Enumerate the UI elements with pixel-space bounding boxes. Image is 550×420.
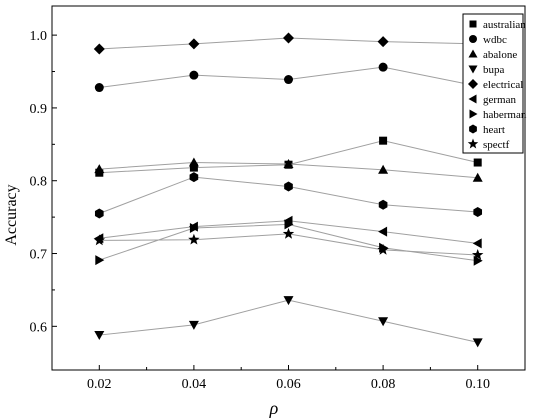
x-tick-label: 0.06 xyxy=(276,377,301,392)
data-point-abalone xyxy=(283,158,294,168)
data-point-spectf xyxy=(93,234,106,246)
series-line-bupa xyxy=(99,299,478,343)
data-point-electrical xyxy=(283,32,294,44)
series-electrical xyxy=(93,32,484,55)
y-tick-label: 1.0 xyxy=(30,29,48,44)
data-point-haberman xyxy=(284,219,294,230)
legend-label-wdbc: wdbc xyxy=(483,34,507,46)
data-point-bupa xyxy=(188,320,199,330)
legend-marker-abalone xyxy=(468,49,478,58)
data-point-wdbc xyxy=(378,62,388,72)
x-tick-label: 0.02 xyxy=(87,377,112,392)
y-tick-label: 0.6 xyxy=(30,320,48,335)
legend-label-heart: heart xyxy=(483,124,505,136)
legend-item-german: german xyxy=(468,94,516,106)
data-point-electrical xyxy=(188,38,200,50)
legend-item-heart: heart xyxy=(469,124,505,136)
data-point-haberman xyxy=(189,223,199,234)
data-point-spectf xyxy=(282,227,295,239)
legend-item-australian: australian xyxy=(469,19,526,31)
x-tick-label: 0.04 xyxy=(182,377,207,392)
series-bupa xyxy=(94,296,483,348)
y-tick-label: 0.8 xyxy=(30,175,48,190)
series-spectf xyxy=(93,227,484,260)
series-line-spectf xyxy=(99,233,478,256)
legend-label-bupa: bupa xyxy=(483,64,505,76)
data-point-haberman xyxy=(95,255,105,266)
data-point-abalone xyxy=(472,172,483,182)
legend: australian wdbc abalone bupa electrical germa… xyxy=(462,13,527,154)
legend-item-bupa: bupa xyxy=(468,64,505,76)
series-layer xyxy=(93,32,484,348)
data-point-abalone xyxy=(188,157,199,167)
data-point-electrical xyxy=(93,43,105,55)
series-abalone xyxy=(94,157,483,182)
data-point-heart xyxy=(473,207,483,218)
legend-marker-wdbc xyxy=(469,35,477,43)
data-point-spectf xyxy=(471,248,484,260)
y-tick-label: 0.9 xyxy=(30,102,48,117)
data-point-wdbc xyxy=(189,70,199,80)
legend-marker-electrical xyxy=(468,79,478,89)
legend-marker-australian xyxy=(469,20,477,28)
y-tick-label: 0.7 xyxy=(30,248,48,263)
data-point-abalone xyxy=(94,164,105,174)
data-point-heart xyxy=(284,181,293,192)
data-point-australian xyxy=(189,163,198,172)
data-point-bupa xyxy=(472,338,483,348)
x-axis: 0.02 0.04 0.06 0.08 0.10 xyxy=(51,365,526,392)
legend-label-electrical: electrical xyxy=(483,79,523,91)
data-point-bupa xyxy=(94,331,105,341)
legend-item-haberman: haberman xyxy=(469,109,527,121)
data-point-bupa xyxy=(283,296,294,306)
legend-marker-heart xyxy=(469,124,477,134)
x-tick-label: 0.08 xyxy=(371,377,396,392)
data-point-heart xyxy=(94,208,104,219)
legend-label-haberman: haberman xyxy=(483,109,527,121)
data-point-australian xyxy=(473,158,482,167)
legend-marker-bupa xyxy=(468,65,478,74)
legend-item-abalone: abalone xyxy=(468,49,517,61)
series-wdbc xyxy=(94,62,483,93)
y-axis-label: Accuracy xyxy=(3,184,20,245)
legend-item-electrical: electrical xyxy=(468,79,523,91)
legend-item-wdbc: wdbc xyxy=(469,34,507,46)
data-point-heart xyxy=(189,172,199,183)
legend-marker-spectf xyxy=(467,138,479,149)
legend-marker-haberman xyxy=(469,109,478,119)
data-point-electrical xyxy=(377,36,389,48)
data-point-bupa xyxy=(378,317,389,327)
data-point-german xyxy=(472,238,482,249)
legend-label-spectf: spectf xyxy=(483,139,510,151)
data-point-spectf xyxy=(188,233,200,245)
series-haberman xyxy=(95,219,483,266)
legend-marker-german xyxy=(468,94,477,104)
series-australian xyxy=(95,136,482,177)
data-point-german xyxy=(378,226,388,237)
data-point-wdbc xyxy=(94,83,104,93)
legend-label-german: german xyxy=(483,94,516,106)
x-tick-label: 0.10 xyxy=(465,377,490,392)
legend-item-spectf: spectf xyxy=(467,138,510,151)
data-point-spectf xyxy=(377,243,389,255)
data-point-abalone xyxy=(378,164,389,174)
series-heart xyxy=(94,172,483,219)
data-point-australian xyxy=(379,136,388,145)
y-axis: 0.6 0.7 0.8 0.9 1.0 xyxy=(30,29,57,335)
data-point-heart xyxy=(378,199,388,210)
legend-label-australian: australian xyxy=(483,19,526,31)
data-point-wdbc xyxy=(284,75,293,85)
legend-label-abalone: abalone xyxy=(483,49,517,61)
x-axis-label: ρ xyxy=(269,398,279,418)
